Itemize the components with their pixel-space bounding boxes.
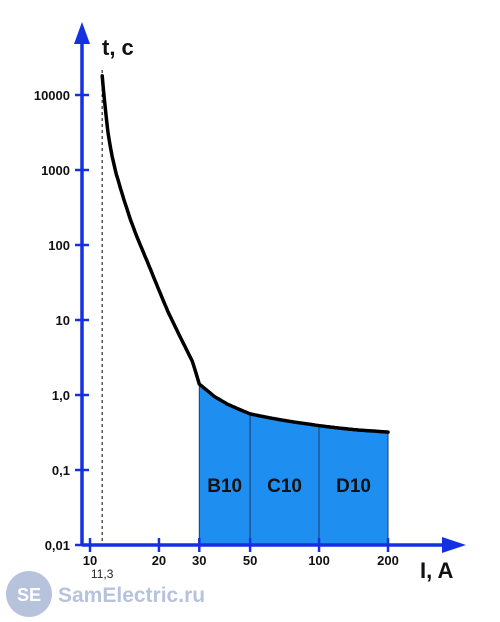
x-axis-arrow	[442, 537, 466, 553]
x-tick-label: 50	[243, 553, 257, 568]
marker-label: 11,3	[91, 567, 114, 581]
y-tick-label: 1,0	[52, 388, 70, 403]
y-tick-label: 0,01	[45, 538, 70, 553]
x-tick-label: 30	[192, 553, 206, 568]
zone-label-b10: B10	[207, 476, 242, 497]
x-tick-label: 200	[377, 553, 399, 568]
brand-badge-circle	[6, 571, 52, 617]
ticks: 0,01 0,1 1,0 10 100 1000 10000 10 20 30 50 100 200	[34, 88, 399, 568]
minimum-current-marker: 11,3	[91, 70, 114, 581]
zone-label-d10: D10	[336, 476, 371, 497]
zone-b10	[198, 382, 251, 546]
x-axis-title: I, A	[420, 558, 454, 583]
x-tick-label: 20	[152, 553, 166, 568]
y-tick-label: 0,1	[52, 463, 70, 478]
y-tick-label: 100	[48, 238, 70, 253]
current-zones: B10 C10 D10	[198, 382, 389, 546]
curve-line	[100, 74, 390, 434]
y-axis-title: t, c	[102, 35, 134, 60]
x-tick-label: 100	[308, 553, 330, 568]
site-watermark: SE SamElectric.ru	[6, 571, 205, 617]
time-current-curve	[100, 74, 390, 434]
y-tick-label: 10	[56, 313, 70, 328]
y-tick-label: 1000	[41, 163, 70, 178]
y-axis-arrow	[74, 22, 90, 44]
brand-site-name: SamElectric.ru	[58, 584, 205, 607]
brand-badge-text: SE	[17, 585, 41, 605]
x-tick-label: 10	[83, 553, 97, 568]
y-tick-label: 10000	[34, 88, 70, 103]
zone-label-c10: C10	[267, 476, 302, 497]
